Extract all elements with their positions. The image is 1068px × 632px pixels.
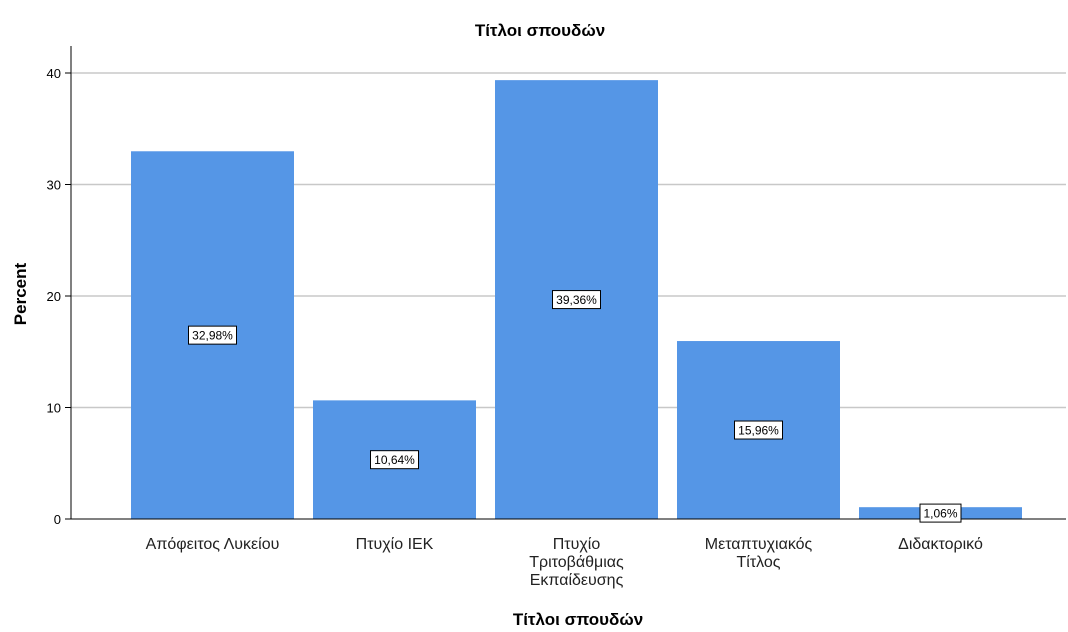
data-label-box <box>552 290 601 310</box>
y-tick-label: 30 <box>47 178 61 193</box>
data-label-box <box>919 503 962 523</box>
y-tick-labels: 0 10 20 30 40 <box>47 66 71 527</box>
data-label-box <box>370 450 419 470</box>
y-tick-label: 0 <box>54 512 61 527</box>
data-label-box <box>734 420 783 440</box>
x-tick-label: Απόφειτος Λυκείου <box>146 536 280 553</box>
data-label: 1,06% <box>923 507 957 521</box>
data-labels: 32,98% 10,64% 39,36% 15,96% 1,06% <box>188 290 962 523</box>
axes <box>70 46 1066 520</box>
y-tick-label: 10 <box>47 401 61 416</box>
data-label: 10,64% <box>374 453 415 467</box>
data-label: 39,36% <box>556 293 597 307</box>
x-tick-label: Πτυχίο Τριτοβάθμιας Εκπαίδευσης <box>529 536 624 589</box>
y-tick-label: 40 <box>47 66 61 81</box>
x-axis-title: Τίτλοι σπουδών <box>513 610 643 629</box>
x-tick-label: Μεταπτυχιακός Τίτλος <box>705 536 813 571</box>
x-tick-labels: Απόφειτος Λυκείου Πτυχίο ΙΕΚ Πτυχίο Τριτοβά… <box>146 536 983 589</box>
data-label: 15,96% <box>738 424 779 438</box>
x-tick-label: Πτυχίο ΙΕΚ <box>356 536 434 553</box>
chart-title: Τίτλοι σπουδών <box>475 21 605 40</box>
y-tick-label: 20 <box>47 289 61 304</box>
data-label: 32,98% <box>192 329 233 343</box>
y-axis-title: Percent <box>11 262 30 325</box>
data-label-box <box>188 325 237 345</box>
x-tick-label: Διδακτορικό <box>898 536 983 553</box>
